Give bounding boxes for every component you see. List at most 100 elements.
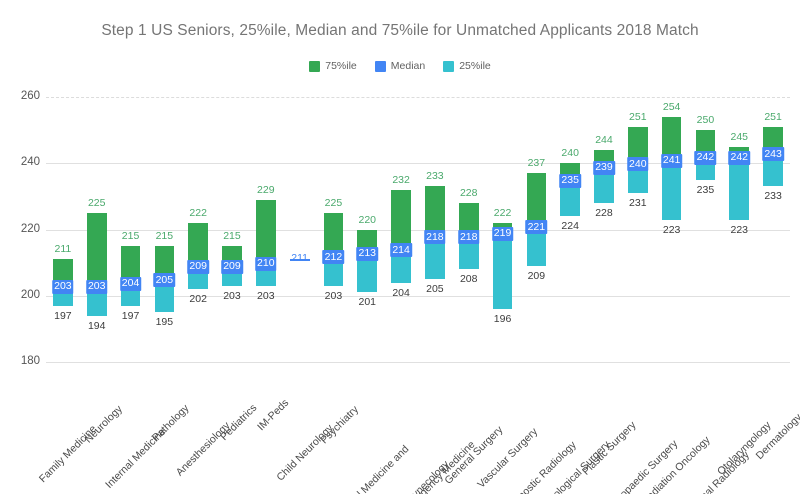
data-label-75ile: 222 xyxy=(189,206,207,219)
data-label-25ile: 224 xyxy=(561,220,579,233)
bar-group[interactable]: 228 218 208 xyxy=(457,97,480,362)
data-label-25ile: 197 xyxy=(54,309,72,322)
data-label-75ile: 229 xyxy=(257,183,275,196)
bar-group[interactable]: 254 241 223 xyxy=(660,97,683,362)
bar-segment-75ile[interactable] xyxy=(188,222,208,266)
bar-group[interactable]: 211 203 197 xyxy=(52,97,74,362)
bar-segment-75ile[interactable] xyxy=(526,173,547,227)
data-label-75ile: 251 xyxy=(629,110,647,123)
bar-group[interactable]: 222 209 202 xyxy=(187,97,209,362)
data-label-median: 243 xyxy=(762,147,784,162)
bar-segment-25ile[interactable] xyxy=(560,179,580,217)
bar-group[interactable]: 251 243 233 xyxy=(762,97,784,362)
data-label-75ile: 244 xyxy=(595,134,613,146)
chart-legend: 75%ile Median 25%ile xyxy=(0,60,800,72)
bar-group[interactable]: 211 xyxy=(289,97,310,362)
bar-segment-25ile[interactable] xyxy=(357,252,378,293)
bar-series-group: 211 203 197 225 203 194 215 204 197 215 205 195 222 2… xyxy=(46,97,790,362)
bar-segment-75ile[interactable] xyxy=(763,126,783,154)
x-axis-label: Physical Medicine and xyxy=(329,443,412,494)
y-axis-tick-200: 200 xyxy=(20,288,40,301)
data-label-median: 205 xyxy=(153,273,176,288)
legend-item-median[interactable]: Median xyxy=(374,60,426,72)
plot-area: 180 200 220 240 260 211 203 197 225 203 194 215 204… xyxy=(21,90,790,367)
data-label-25ile: 231 xyxy=(629,197,647,210)
bar-segment-25ile[interactable] xyxy=(763,153,783,187)
bar-segment-75ile[interactable] xyxy=(425,186,445,237)
data-label-25ile: 204 xyxy=(392,286,410,299)
bar-segment-75ile[interactable] xyxy=(120,246,141,283)
bar-group[interactable]: 251 240 231 xyxy=(627,97,649,362)
data-label-25ile: 203 xyxy=(257,289,275,302)
bar-segment-25ile[interactable] xyxy=(594,166,614,203)
data-label-75ile: 250 xyxy=(696,114,715,127)
legend-item-label: Median xyxy=(390,60,426,72)
data-label-median: 214 xyxy=(390,243,412,258)
data-label-median: 240 xyxy=(627,157,649,172)
data-label-median: 210 xyxy=(255,256,277,271)
bar-segment-25ile[interactable] xyxy=(526,226,547,266)
bar-segment-75ile[interactable] xyxy=(695,130,716,157)
data-label-75ile: 215 xyxy=(223,230,241,243)
data-label-25ile: 209 xyxy=(527,269,546,282)
bar-segment-25ile[interactable] xyxy=(154,279,175,313)
gridline-240 xyxy=(46,163,790,165)
bar-group[interactable]: 220 213 201 xyxy=(356,97,379,362)
bar-group[interactable]: 250 242 235 xyxy=(694,97,717,362)
bar-segment-25ile[interactable] xyxy=(492,232,513,309)
y-axis-tick-260: 260 xyxy=(20,90,40,102)
bar-segment-75ile[interactable] xyxy=(661,116,682,160)
bar-group[interactable]: 215 205 195 xyxy=(153,97,176,362)
legend-swatch-icon xyxy=(309,60,321,72)
bar-group[interactable]: 240 235 224 xyxy=(559,97,581,362)
gridline-220 xyxy=(46,229,790,231)
bar-group[interactable]: 215 209 203 xyxy=(221,97,243,362)
bar-group[interactable]: 244 239 228 xyxy=(593,97,615,362)
bar-group[interactable]: 245 242 223 xyxy=(728,97,751,362)
data-label-collapsed: 211 xyxy=(291,252,308,265)
data-label-25ile: 205 xyxy=(426,283,444,296)
data-label-75ile: 228 xyxy=(459,187,478,199)
y-axis-tick-220: 220 xyxy=(20,222,40,235)
bar-segment-75ile[interactable] xyxy=(458,203,479,237)
bar-group[interactable]: 222 219 196 xyxy=(491,97,514,362)
data-label-median: 218 xyxy=(457,230,480,245)
data-label-median: 239 xyxy=(593,160,615,175)
data-label-75ile: 240 xyxy=(561,147,579,160)
bar-segment-25ile[interactable] xyxy=(425,236,445,280)
data-label-75ile: 222 xyxy=(493,206,512,219)
bar-segment-75ile[interactable] xyxy=(256,199,276,263)
legend-item-label: 75%ile xyxy=(325,60,357,72)
data-label-25ile: 194 xyxy=(87,319,106,332)
bar-group[interactable]: 237 221 209 xyxy=(525,97,548,362)
data-label-25ile: 223 xyxy=(730,223,749,236)
data-label-25ile: 197 xyxy=(121,309,140,322)
bar-segment-75ile[interactable] xyxy=(86,212,107,286)
legend-item-25-ile[interactable]: 25%ile xyxy=(443,60,491,72)
bar-segment-75ile[interactable] xyxy=(154,246,175,280)
bar-group[interactable]: 232 214 204 xyxy=(390,97,412,362)
bar-segment-75ile[interactable] xyxy=(628,126,648,164)
bar-segment-25ile[interactable] xyxy=(458,236,479,270)
data-label-75ile: 215 xyxy=(121,230,140,243)
data-label-75ile: 211 xyxy=(54,243,72,256)
bar-segment-75ile[interactable] xyxy=(53,259,73,286)
data-label-median: 203 xyxy=(52,279,74,294)
bar-group[interactable]: 229 210 203 xyxy=(255,97,277,362)
bar-group[interactable]: 225 203 194 xyxy=(85,97,108,362)
legend-item-75-ile[interactable]: 75%ile xyxy=(309,60,357,72)
legend-item-label: 25%ile xyxy=(459,60,491,72)
gridline-260 xyxy=(46,97,790,98)
bar-segment-flat[interactable] xyxy=(289,259,310,262)
bar-segment-25ile[interactable] xyxy=(661,159,682,220)
data-label-median: 204 xyxy=(119,276,142,291)
bar-segment-75ile[interactable] xyxy=(323,212,344,256)
bar-group[interactable]: 215 204 197 xyxy=(119,97,142,362)
data-label-75ile: 225 xyxy=(87,196,106,209)
bar-segment-25ile[interactable] xyxy=(729,156,750,220)
bar-group[interactable]: 233 218 205 xyxy=(424,97,446,362)
bar-group[interactable]: 225 212 203 xyxy=(322,97,345,362)
x-axis-label: Plastic Surgery xyxy=(580,419,639,478)
bar-segment-75ile[interactable] xyxy=(391,189,411,250)
bar-segment-25ile[interactable] xyxy=(391,249,411,283)
